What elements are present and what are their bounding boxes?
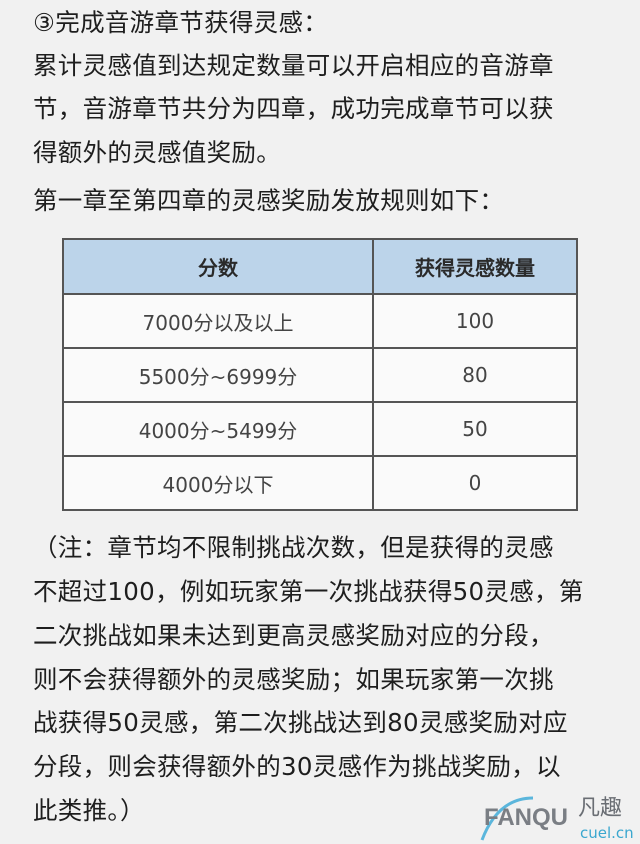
cell-inspiration: 0 — [372, 455, 578, 511]
cell-score: 4000分以下 — [62, 455, 374, 511]
cell-score: 7000分以及以上 — [62, 293, 374, 349]
watermark-logo: FANQU 凡趣 cuel.cn — [478, 792, 640, 844]
watermark-domain: cuel.cn — [580, 824, 634, 842]
table-header-row: 分数 获得灵感数量 — [62, 238, 578, 295]
watermark-brand-cn: 凡趣 — [578, 796, 623, 821]
table-row: 5500分~6999分 80 — [62, 347, 578, 403]
swoosh-icon — [480, 796, 534, 841]
cell-score: 5500分~6999分 — [62, 347, 374, 403]
cell-inspiration: 80 — [372, 347, 578, 403]
table-row: 7000分以及以上 100 — [62, 293, 578, 349]
text-line: 累计灵感值到达规定数量可以开启相应的音游章 — [33, 51, 554, 80]
cell-inspiration: 50 — [372, 401, 578, 457]
cell-inspiration: 100 — [372, 293, 578, 349]
text-line: 战获得50灵感，第二次挑战达到80灵感奖励对应 — [33, 708, 568, 737]
table-row: 4000分以下 0 — [62, 455, 578, 511]
text-line: 得额外的灵感值奖励。 — [33, 138, 281, 167]
text-line: 则不会获得额外的灵感奖励；如果玩家第一次挑 — [33, 665, 554, 694]
section-heading: ③完成音游章节获得灵感： — [33, 8, 329, 37]
reward-table: 分数 获得灵感数量 7000分以及以上 100 5500分~6999分 80 400… — [62, 238, 578, 511]
text-line: 分段，则会获得额外的30灵感作为挑战奖励，以 — [33, 752, 561, 781]
cell-score: 4000分~5499分 — [62, 401, 374, 457]
text-line: （注：章节均不限制挑战次数，但是获得的灵感 — [33, 533, 554, 562]
text-line: 二次挑战如果未达到更高灵感奖励对应的分段， — [33, 621, 554, 650]
header-inspiration: 获得灵感数量 — [372, 238, 578, 295]
watermark-brand: FANQU — [484, 804, 568, 831]
text-line: 不超过100，例如玩家第一次挑战获得50灵感，第 — [33, 577, 584, 606]
table-row: 4000分~5499分 50 — [62, 401, 578, 457]
text-line: 此类推。） — [33, 796, 145, 825]
text-line: 节，音游章节共分为四章，成功完成章节可以获 — [33, 94, 554, 123]
header-score: 分数 — [62, 238, 374, 295]
text-line: 第一章至第四章的灵感奖励发放规则如下： — [33, 186, 505, 215]
